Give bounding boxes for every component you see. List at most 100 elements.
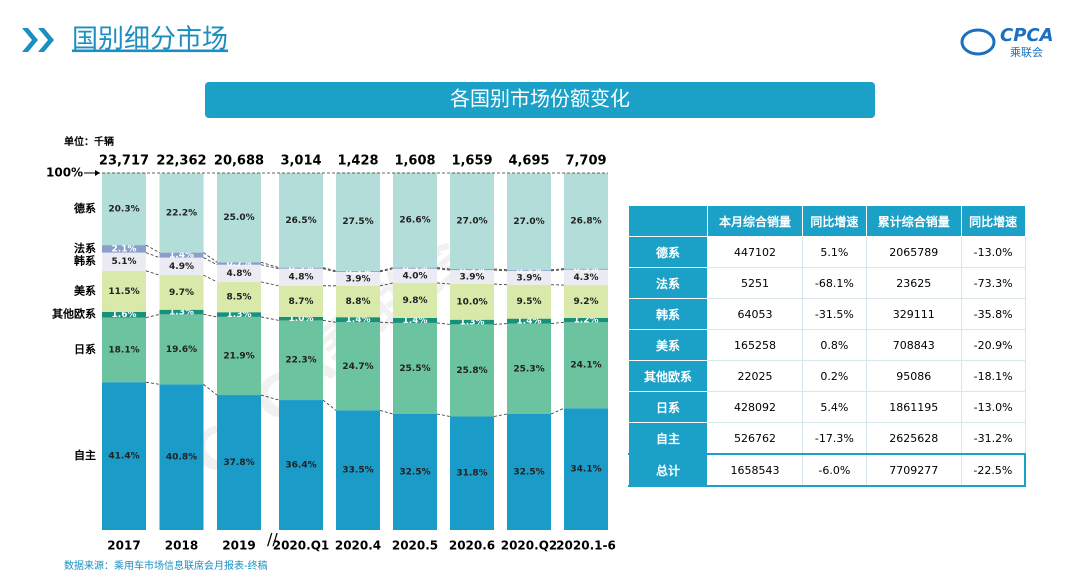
bar-segment (217, 395, 261, 530)
bar-segment (102, 270, 146, 312)
data-label: 27.0% (513, 217, 544, 227)
data-label: 4.8% (289, 273, 314, 283)
cell: -73.3% (960, 267, 1026, 299)
bar-segment (450, 324, 494, 417)
bar-segment (393, 413, 437, 530)
data-label: 33.5% (342, 466, 373, 476)
legend-label: 其他欧系 (52, 307, 96, 321)
bar-segment (159, 173, 204, 253)
source: 数据来源：乘用车市场信息联席会月报表-终稿 (64, 559, 268, 572)
bar-segment (279, 285, 323, 317)
connector (550, 321, 565, 325)
data-label: 4.0% (403, 271, 428, 281)
bar-segment (450, 270, 494, 285)
bar-segment (102, 311, 146, 318)
total-label: 7,709 (565, 154, 606, 169)
connector (379, 267, 394, 272)
table-row: 其他欧系 22025 0.2% 95086 -18.1% (628, 360, 1026, 392)
column-header: 累计综合销量 (865, 205, 962, 237)
page-title: 国别细分市场 (72, 25, 228, 55)
bar-segment (159, 314, 204, 385)
connector (493, 283, 508, 286)
connector (493, 269, 508, 272)
bar-segment (507, 269, 551, 271)
cell: 1861195 (865, 391, 962, 423)
bar-segment (279, 267, 323, 269)
connector (493, 268, 508, 271)
data-label: 1.2% (574, 316, 599, 326)
total-label: 20,688 (214, 154, 264, 169)
data-label: 41.4% (108, 452, 139, 462)
logo-mark (960, 28, 996, 56)
cell: 428092 (707, 391, 803, 423)
connector (260, 316, 280, 321)
connector (379, 410, 394, 415)
data-label: 0.7% (227, 259, 252, 269)
data-label: 1.0% (289, 314, 314, 324)
row-header: 法系 (628, 267, 708, 299)
cell: -18.1% (960, 360, 1026, 392)
connector (436, 267, 451, 270)
bar-segment (393, 268, 437, 283)
data-label: 31.8% (456, 469, 487, 479)
cell: 5251 (707, 267, 803, 299)
connector (493, 323, 508, 325)
data-label: 26.8% (570, 216, 601, 226)
data-label: 32.5% (513, 467, 544, 477)
connector (260, 394, 280, 401)
x-tick-label: 2018 (165, 539, 198, 553)
cell: 1658543 (707, 453, 803, 487)
bar-segment (279, 316, 323, 321)
data-label: 8.5% (227, 293, 252, 303)
data-label: 4.9% (169, 262, 194, 272)
bar-segment (393, 267, 437, 269)
bar-segment (217, 262, 261, 265)
data-label: 1.4% (517, 317, 542, 327)
bar-segment (450, 416, 494, 530)
bar-segment (336, 271, 380, 286)
bar-segment (507, 173, 551, 270)
cell: -17.3% (801, 422, 867, 455)
cell: 526762 (707, 422, 803, 455)
table-header: 本月综合销量 同比增速 累计综合销量 同比增速 (628, 205, 1026, 237)
bar-segment (102, 317, 146, 383)
data-label: 3.9% (346, 274, 371, 284)
data-label: 20.3% (108, 204, 139, 214)
data-label: 1.3% (227, 310, 252, 320)
header-icon (22, 28, 54, 52)
table-row: 美系 165258 0.8% 708843 -20.9% (628, 329, 1026, 361)
data-label: 3.9% (460, 273, 485, 283)
data-label: 0.3% (403, 264, 428, 274)
cell: -6.0% (801, 453, 867, 487)
bar-segment (507, 318, 551, 324)
data-label: 36.4% (285, 461, 316, 471)
bar-segment (279, 268, 323, 286)
data-label: 1.4% (403, 316, 428, 326)
legend-label: 德系 (73, 201, 96, 215)
logo: CPCA (1000, 25, 1054, 46)
connector (322, 267, 337, 272)
connector (493, 413, 508, 417)
data-label: 26.6% (399, 216, 430, 226)
data-label: 5.1% (112, 257, 137, 267)
table-row: 法系 5251 -68.1% 23625 -73.3% (628, 267, 1026, 299)
data-label: 8.7% (289, 297, 314, 307)
cell: 23625 (865, 267, 962, 299)
data-label: 24.1% (570, 361, 601, 371)
cell: -31.2% (960, 422, 1026, 455)
bar-segment (217, 316, 261, 396)
bar-segment (450, 319, 494, 325)
bar-segment (564, 322, 608, 409)
connector (436, 413, 451, 417)
total-label: 23,717 (99, 154, 149, 169)
data-label: 10.0% (456, 297, 487, 307)
legend-label: 韩系 (74, 254, 96, 268)
x-tick-label: 2020.1-6 (556, 539, 616, 553)
corner (628, 205, 708, 237)
cell: 2065789 (865, 236, 962, 268)
table-row: 德系 447102 5.1% 2065789 -13.0% (628, 236, 1026, 268)
connector (379, 282, 394, 287)
connector (203, 384, 218, 396)
bar-segment (393, 172, 437, 268)
connector (145, 270, 160, 276)
